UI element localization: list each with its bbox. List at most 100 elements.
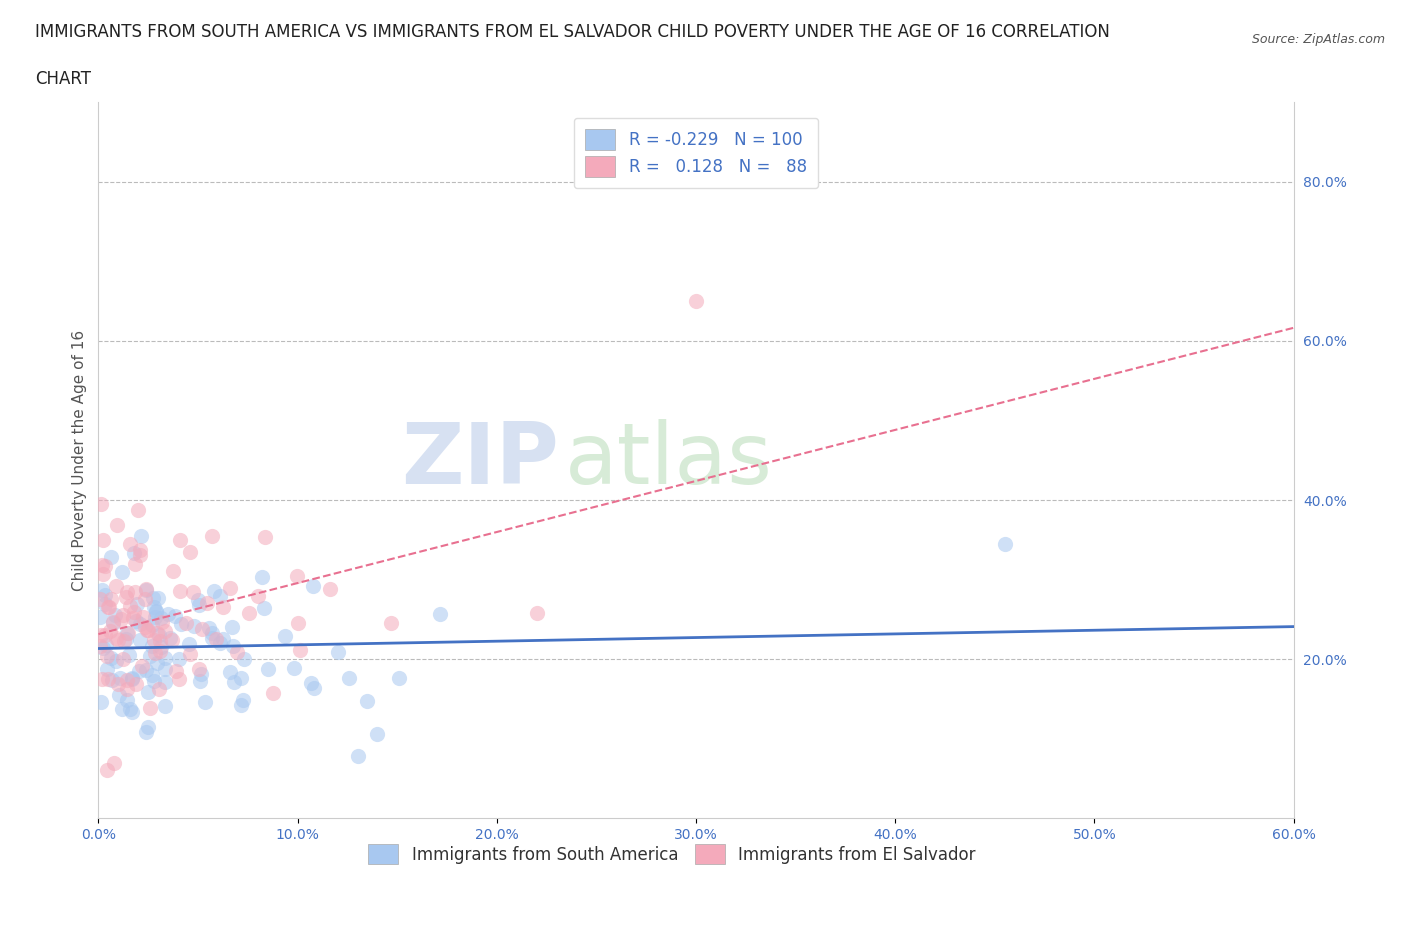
Point	[170, 617, 193, 631]
Point	[142, 591, 165, 605]
Point	[388, 671, 411, 685]
Point	[201, 626, 224, 641]
Point	[107, 676, 129, 691]
Point	[122, 546, 145, 561]
Point	[98, 600, 121, 615]
Point	[233, 651, 256, 666]
Point	[135, 581, 157, 596]
Point	[104, 607, 127, 622]
Point	[149, 633, 172, 648]
Point	[149, 611, 172, 626]
Text: CHART: CHART	[35, 70, 91, 87]
Point	[429, 606, 451, 621]
Point	[146, 591, 169, 605]
Point	[129, 632, 152, 647]
Point	[299, 675, 322, 690]
Point	[134, 591, 156, 606]
Point	[169, 533, 191, 548]
Point	[89, 610, 111, 625]
Point	[115, 631, 138, 646]
Point	[253, 530, 276, 545]
Point	[274, 629, 297, 644]
Point	[526, 606, 548, 621]
Point	[218, 580, 240, 595]
Point	[117, 693, 139, 708]
Point	[96, 763, 118, 777]
Point	[356, 693, 378, 708]
Point	[111, 607, 134, 622]
Point	[247, 589, 270, 604]
Text: IMMIGRANTS FROM SOUTH AMERICA VS IMMIGRANTS FROM EL SALVADOR CHILD POVERTY UNDER: IMMIGRANTS FROM SOUTH AMERICA VS IMMIGRA…	[35, 23, 1109, 41]
Point	[153, 674, 176, 689]
Point	[136, 684, 159, 699]
Point	[122, 610, 145, 625]
Point	[179, 646, 201, 661]
Point	[252, 601, 274, 616]
Point	[994, 537, 1017, 551]
Point	[96, 661, 118, 676]
Point	[141, 618, 163, 632]
Point	[121, 704, 143, 719]
Point	[111, 565, 134, 579]
Point	[190, 666, 212, 681]
Point	[120, 598, 142, 613]
Point	[685, 294, 707, 309]
Text: atlas: atlas	[565, 418, 772, 502]
Point	[131, 610, 153, 625]
Point	[167, 652, 190, 667]
Point	[120, 536, 142, 551]
Point	[318, 582, 340, 597]
Point	[143, 600, 166, 615]
Point	[153, 661, 176, 676]
Point	[202, 584, 225, 599]
Point	[90, 695, 112, 710]
Point	[153, 699, 176, 714]
Point	[156, 606, 179, 621]
Point	[94, 627, 117, 642]
Point	[262, 685, 284, 700]
Point	[90, 627, 112, 642]
Point	[94, 558, 117, 573]
Point	[221, 619, 243, 634]
Point	[201, 631, 224, 645]
Point	[128, 617, 150, 631]
Point	[135, 724, 157, 739]
Point	[129, 548, 152, 563]
Point	[188, 673, 211, 688]
Point	[256, 661, 278, 676]
Point	[101, 615, 124, 630]
Point	[89, 639, 111, 654]
Point	[105, 654, 128, 669]
Point	[208, 589, 231, 604]
Point	[285, 568, 308, 583]
Point	[201, 528, 224, 543]
Point	[162, 565, 184, 579]
Point	[108, 687, 131, 702]
Point	[117, 625, 139, 640]
Point	[174, 616, 197, 631]
Point	[148, 628, 170, 643]
Point	[97, 671, 120, 686]
Point	[160, 632, 183, 647]
Point	[110, 612, 132, 627]
Point	[159, 631, 181, 645]
Point	[100, 550, 122, 565]
Point	[145, 656, 167, 671]
Point	[100, 650, 122, 665]
Point	[222, 638, 245, 653]
Point	[224, 674, 246, 689]
Point	[218, 665, 240, 680]
Point	[139, 648, 162, 663]
Text: Source: ZipAtlas.com: Source: ZipAtlas.com	[1251, 33, 1385, 46]
Point	[181, 585, 204, 600]
Point	[163, 609, 186, 624]
Point	[165, 664, 187, 679]
Point	[91, 641, 114, 656]
Text: ZIP: ZIP	[401, 418, 558, 502]
Point	[112, 634, 135, 649]
Point	[149, 640, 172, 655]
Point	[148, 682, 170, 697]
Point	[231, 671, 253, 685]
Point	[134, 619, 156, 634]
Point	[117, 672, 139, 687]
